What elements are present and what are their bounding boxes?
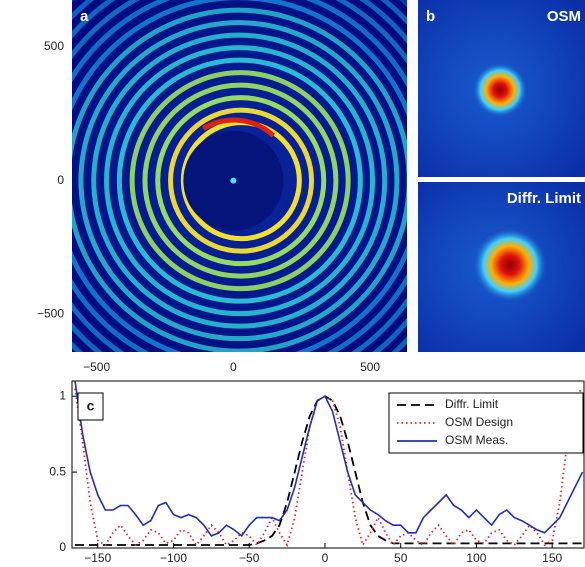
panel-label: b xyxy=(426,8,435,25)
x-tick-label: 50 xyxy=(394,551,408,565)
x-tick-label: 100 xyxy=(466,551,486,565)
legend-label: OSM Design xyxy=(445,415,513,429)
ring xyxy=(104,45,376,317)
ring xyxy=(129,70,351,292)
panel-title: OSM xyxy=(547,8,581,25)
panel-title: Diffr. Limit xyxy=(507,190,581,207)
y-tick-label: 500 xyxy=(44,39,64,53)
x-tick-label: 500 xyxy=(360,360,380,374)
x-tick-label: −50 xyxy=(239,551,260,565)
panel-label-box xyxy=(77,392,104,421)
spot xyxy=(472,62,528,118)
x-tick-label: −500 xyxy=(83,360,110,374)
y-tick-label: 0 xyxy=(57,173,64,187)
legend-label: OSM Meas. xyxy=(445,433,508,447)
spot xyxy=(472,227,548,303)
x-tick-label: 150 xyxy=(542,551,562,565)
y-tick-label: −500 xyxy=(37,307,64,321)
panel-label: c xyxy=(87,398,95,414)
ring xyxy=(72,7,407,352)
ring xyxy=(116,57,363,304)
ring xyxy=(142,82,339,279)
x-tick-label: −100 xyxy=(160,551,187,565)
ring xyxy=(78,20,400,342)
panel-label: a xyxy=(80,8,89,25)
series-line xyxy=(74,381,584,538)
x-tick-label: −150 xyxy=(84,551,111,565)
ring xyxy=(91,32,388,329)
y-tick-label: 0.5 xyxy=(49,464,66,478)
legend-label: Diffr. Limit xyxy=(445,397,499,411)
y-tick-label: 0 xyxy=(59,540,66,554)
hot-arc xyxy=(202,117,276,138)
ring xyxy=(168,107,315,254)
x-tick-label: 0 xyxy=(322,551,329,565)
series-line xyxy=(74,387,584,548)
legend-box xyxy=(388,392,584,454)
y-tick-label: 1 xyxy=(59,388,66,402)
x-tick-label: 0 xyxy=(230,360,237,374)
lines xyxy=(74,381,584,548)
ring xyxy=(155,95,327,267)
ring-image xyxy=(72,0,407,352)
center-dot xyxy=(230,177,237,184)
